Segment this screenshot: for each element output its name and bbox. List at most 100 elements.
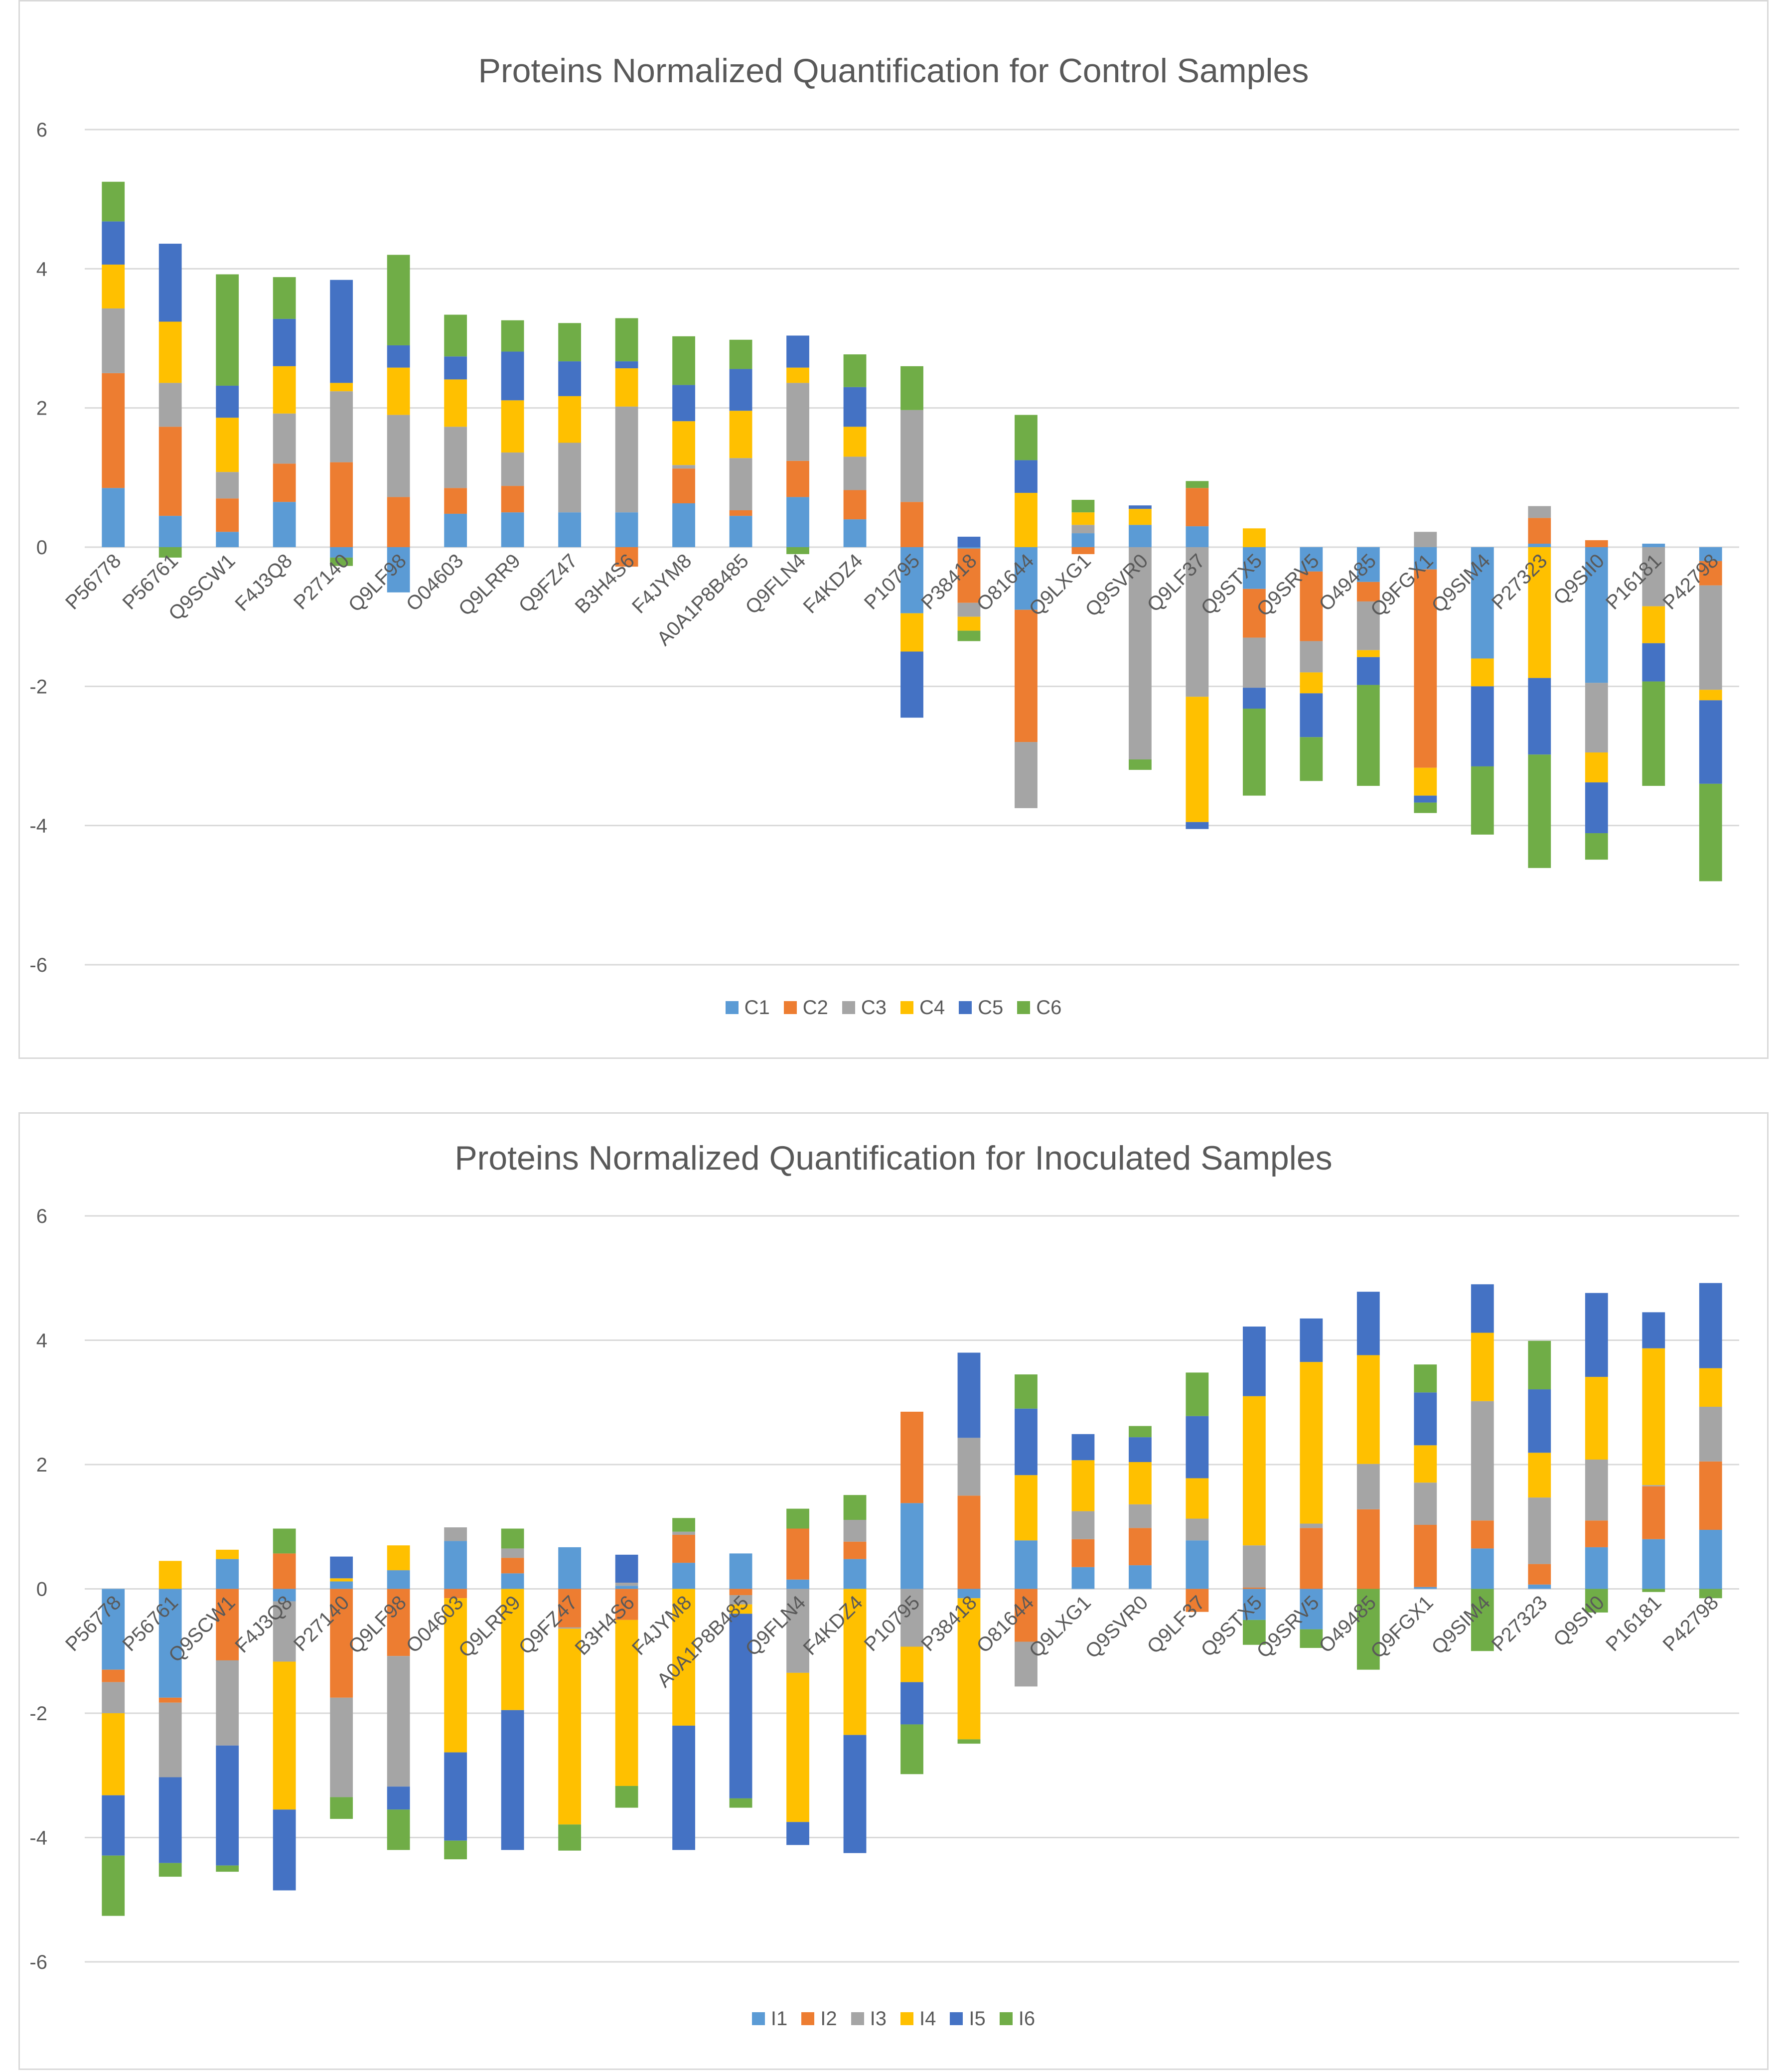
control-bar-segment-c3 [1528,506,1551,518]
inoculated-bar-segment-i2 [957,1495,981,1589]
inoculated-bar-segment-i3 [729,1595,752,1605]
control-bar-segment-c4 [1414,767,1437,796]
control-bar-segment-c6 [1585,833,1608,860]
control-bar-segment-c5 [158,244,182,322]
inoculated-bar-segment-i6 [501,1528,524,1549]
inoculated-y-tick-label: 6 [36,1205,47,1227]
inoculated-chart-title: Proteins Normalized Quantification for I… [454,1139,1333,1177]
inoculated-y-tick-label: -6 [29,1951,47,1973]
control-bar-segment-c2 [501,486,524,513]
control-x-tick-label: P56778 [61,550,126,614]
inoculated-bar-segment-i4 [1015,1475,1038,1541]
inoculated-bar-segment-i5 [672,1725,695,1850]
control-bar-segment-c4 [158,321,182,383]
control-bar-segment-c3 [102,308,125,373]
control-bar-segment-c2 [1414,569,1437,768]
inoculated-bar-segment-i4 [558,1628,581,1825]
control-bar-segment-c3 [1300,641,1323,673]
control-bar-segment-c4 [444,379,467,427]
inoculated-bar-segment-i2 [1129,1528,1152,1566]
inoculated-bar-segment-i6 [1243,1620,1266,1645]
inoculated-bar-segment-i6 [1471,1589,1494,1651]
inoculated-bar-segment-i3 [158,1702,182,1777]
control-legend-label: C4 [919,996,945,1019]
inoculated-bar-segment-i2 [444,1589,467,1599]
control-bar-segment-c6 [1414,802,1437,813]
inoculated-bar-segment-i5 [843,1735,867,1853]
inoculated-bar-segment-i2 [1071,1539,1095,1567]
inoculated-bar-segment-i4 [1186,1478,1209,1519]
inoculated-bar-segment-i4 [387,1545,410,1571]
inoculated-bar-segment-i3 [1585,1460,1608,1521]
control-bar-segment-c4 [786,367,809,383]
control-legend-item-c3: C3 [842,996,887,1019]
control-y-tick-label: -6 [29,954,47,976]
control-bar-segment-c5 [615,361,638,369]
inoculated-bar-segment-i4 [957,1598,981,1740]
control-bar-segment-c3 [1642,547,1665,606]
inoculated-bar-segment-i5 [786,1822,809,1845]
control-bar-segment-c5 [1356,657,1380,685]
control-bar-segment-c2 [1528,518,1551,544]
inoculated-legend-item-i5: I5 [950,2007,986,2030]
control-bar-segment-c3 [1243,637,1266,688]
control-bar-segment-c3 [1356,601,1380,650]
control-bar-segment-c2 [330,462,353,547]
control-bar-segment-c6 [672,336,695,385]
control-bar-segment-c6 [1243,709,1266,796]
control-bar-segment-c5 [216,385,239,418]
control-chart-title: Proteins Normalized Quantification for C… [478,52,1309,90]
control-y-tick-label: -4 [29,815,47,837]
control-bar-segment-c1 [957,547,981,549]
inoculated-bar-segment-i5 [900,1682,923,1725]
inoculated-legend-item-i4: I4 [900,2007,936,2030]
control-bar-segment-c5 [1471,686,1494,766]
control-bar-segment-c4 [1528,547,1551,678]
inoculated-bar-segment-i4 [1699,1368,1722,1407]
inoculated-bar-segment-i6 [1414,1364,1437,1393]
inoculated-bar-segment-i5 [1243,1327,1266,1396]
inoculated-bar-segment-i3 [1243,1545,1266,1588]
control-bar-segment-c6 [900,366,923,410]
control-legend-swatch [842,1001,855,1015]
control-bar-segment-c1 [1642,544,1665,547]
control-bar-segment-c1 [843,519,867,547]
control-bar-segment-c3 [216,472,239,499]
control-bar-segment-c5 [387,345,410,368]
inoculated-bar-segment-i1 [615,1586,638,1589]
inoculated-bar-segment-i6 [729,1798,752,1808]
control-bar-segment-c3 [1015,742,1038,808]
inoculated-chart-plot: 6420-2-4-6P56778P56761Q9SCW1F4J3Q8P27140… [29,1205,1739,1973]
inoculated-bar-segment-i1 [957,1589,981,1599]
inoculated-bar-segment-i6 [900,1724,923,1775]
control-legend-swatch [900,1001,913,1015]
control-bar-segment-c3 [501,452,524,486]
control-bar-segment-c4 [957,616,981,631]
inoculated-bar-segment-i2 [786,1528,809,1580]
control-bar-segment-c4 [273,366,296,414]
control-bar-segment-c4 [1642,606,1665,643]
inoculated-bar-segment-i4 [1071,1460,1095,1511]
control-bar-segment-c2 [1356,582,1380,601]
control-legend-item-c2: C2 [783,996,828,1019]
control-bar-segment-c5 [786,335,809,368]
inoculated-bar-segment-i3 [1071,1511,1095,1539]
inoculated-bar-segment-i1 [1699,1529,1722,1589]
control-bar-segment-c6 [1015,415,1038,460]
inoculated-bar-segment-i1 [501,1573,524,1589]
control-bar-segment-c4 [729,411,752,458]
inoculated-bar-segment-i3 [102,1682,125,1713]
control-bar-segment-c3 [1585,683,1608,753]
inoculated-bar-segment-i6 [957,1739,981,1744]
inoculated-bar-segment-i6 [102,1855,125,1916]
control-x-tick-label: F4J3Q8 [231,550,297,615]
inoculated-bar-segment-i2 [158,1697,182,1703]
inoculated-bar-segment-i2 [672,1534,695,1563]
control-bar-segment-c6 [1186,481,1209,488]
inoculated-chart-panel: Proteins Normalized Quantification for I… [18,1112,1769,2070]
inoculated-bar-segment-i4 [1585,1377,1608,1460]
control-legend-item-c4: C4 [900,996,945,1019]
control-bar-segment-c6 [957,630,981,641]
inoculated-bar-segment-i1 [786,1579,809,1589]
inoculated-bar-segment-i2 [1356,1509,1380,1589]
